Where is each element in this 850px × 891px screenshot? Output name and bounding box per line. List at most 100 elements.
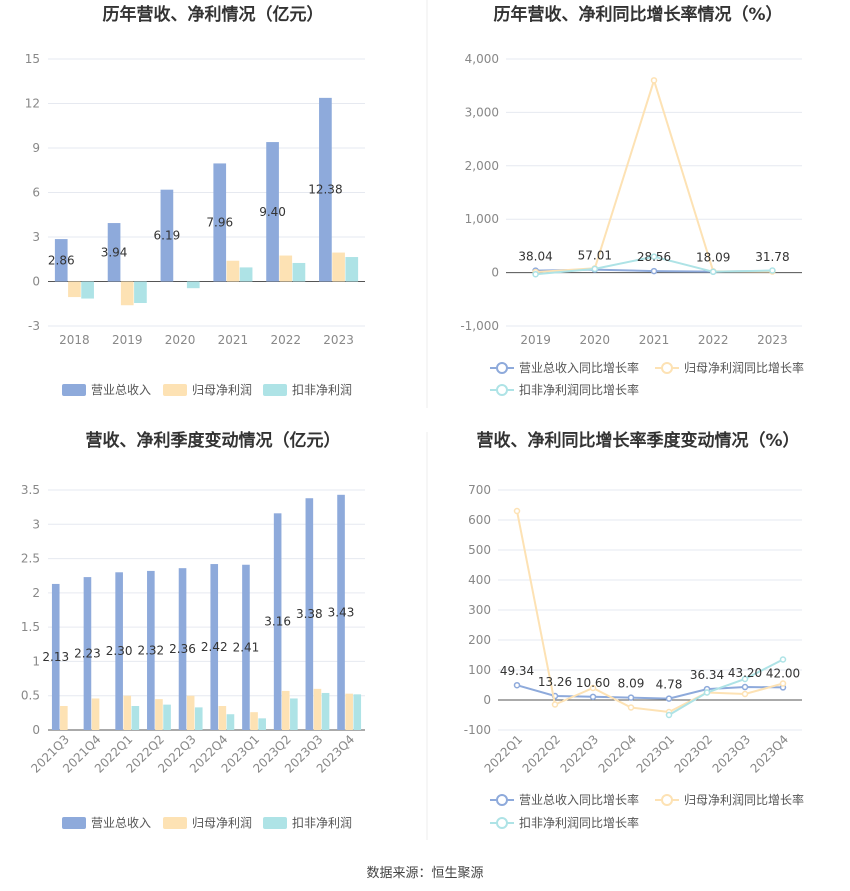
legend-label: 扣非净利润 [292,383,352,397]
y-tick-label: 12 [25,97,40,111]
bar [319,97,332,282]
bar [213,163,227,282]
bar [160,189,174,282]
y-tick-label: 2.5 [21,552,40,566]
data-label: 49.34 [500,664,534,678]
data-label: 38.04 [518,250,552,264]
data-point [513,507,521,515]
y-tick-label: 200 [468,633,491,647]
bar [147,570,155,730]
legend-label: 归母净利润 [192,816,252,830]
data-label: 28.56 [637,250,671,264]
data-label: 10.60 [576,676,610,690]
y-tick-label: 100 [468,663,491,677]
bar [186,695,195,730]
y-tick-label: 500 [468,543,491,557]
bar [120,281,134,306]
x-tick-label: 2023 [323,333,354,347]
data-label: 43.20 [728,666,762,680]
data-label: 2.42 [201,640,228,654]
legend-label: 归母净利润 [192,383,252,397]
data-label: 2.13 [42,650,69,664]
data-point [741,683,749,691]
bar [60,706,68,730]
x-tick-label: 2022Q4 [596,732,640,776]
y-tick-label: 15 [25,52,40,66]
legend-label: 营业总收入同比增长率 [519,792,639,807]
data-label: 2.41 [233,640,260,654]
data-point [589,693,597,701]
y-tick-label: 0.5 [21,689,40,703]
bar [242,564,250,730]
data-label: 57.01 [578,249,612,263]
data-point [769,267,776,274]
data-label: 3.16 [264,615,291,629]
x-tick-label: 2021 [639,333,670,347]
data-label: 3.94 [101,245,128,259]
data-point [532,270,539,278]
bar [332,252,345,282]
bar [218,706,227,730]
data-point [627,704,635,711]
x-tick-label: 2022Q2 [520,732,564,776]
x-tick-label: 2020 [165,333,196,347]
y-tick-label: 400 [468,573,491,587]
legend-marker [496,794,508,806]
x-tick-label: 2018 [59,333,90,347]
data-label: 2.36 [169,642,196,656]
x-tick-label: 2019 [520,333,551,347]
bar [51,583,60,730]
x-tick-label: 2023Q4 [748,732,792,776]
data-label: 12.38 [308,183,342,197]
y-tick-label: 3 [32,230,40,244]
x-tick-label: 2022Q1 [482,732,526,776]
legend-label: 扣非净利润 [292,816,352,830]
data-point [650,77,658,84]
data-label: 18.09 [696,251,730,265]
legend-label: 归母净利润同比增长率 [684,360,804,375]
x-tick-label: 2022 [270,333,301,347]
legend-swatch [62,817,86,829]
series-line [516,684,784,700]
y-tick-label: 3,000 [465,105,499,119]
bar [321,692,330,730]
quarterly-revenue-profit-chart: 营收、净利季度变动情况（亿元）00.511.522.533.52021Q3202… [21,430,365,830]
bar [186,281,200,289]
bar [155,699,163,730]
data-label: 7.96 [206,215,233,229]
bar [81,281,94,299]
data-label: 9.40 [259,205,286,219]
x-tick-label: 2023Q2 [672,732,716,776]
y-tick-label: 0 [483,693,491,707]
y-tick-label: 600 [468,513,491,527]
data-label: 2.30 [106,644,133,658]
x-tick-label: 2023 [757,333,788,347]
bar [178,568,187,730]
x-tick-label: 2019 [112,333,143,347]
chart-title: 历年营收、净利同比增长率情况（%） [493,4,782,25]
data-label: 3.43 [328,605,355,619]
legend-marker [496,817,508,829]
data-label: 2.86 [48,253,75,267]
y-tick-label: 1,000 [465,212,499,226]
bar [266,142,279,282]
data-source-note: 数据来源：恒生聚源 [366,866,484,881]
data-point [589,684,597,692]
bar [115,572,123,730]
x-tick-label: 2020 [580,333,611,347]
series-line [668,658,784,716]
y-tick-label: 3 [32,517,40,531]
bar [239,267,253,282]
data-point [665,695,673,702]
bar [313,688,322,730]
x-tick-label: 2023Q3 [710,732,754,776]
data-label: 42.00 [766,666,800,680]
bar [292,262,306,282]
bar [337,494,345,730]
annual-growth-rate-chart: 历年营收、净利同比增长率情况（%） -1,000 0 1,000 2,000 3,000 4… [460,4,804,397]
bar [91,698,100,730]
data-label: 31.78 [755,250,789,264]
data-point [709,268,717,276]
y-tick-label: 0 [491,266,499,280]
